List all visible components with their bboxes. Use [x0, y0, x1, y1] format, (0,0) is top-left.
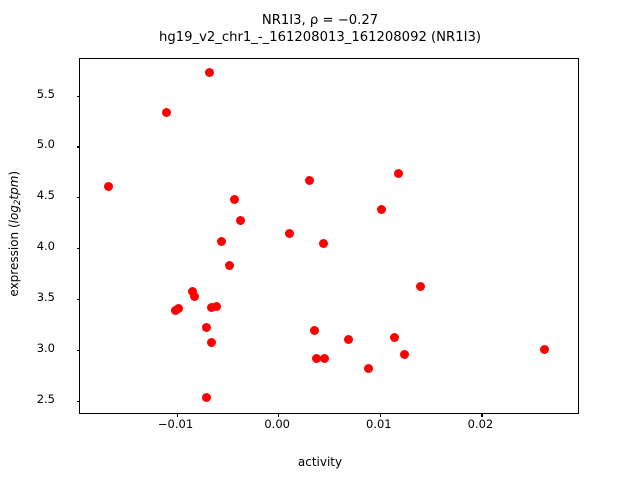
y-axis-label-suffix: )	[7, 170, 22, 176]
y-tick-label: 4.0	[36, 239, 55, 254]
y-tick-label: 2.5	[36, 391, 55, 406]
y-tick	[76, 248, 80, 250]
x-tick-label: −0.01	[157, 417, 194, 431]
y-tick	[76, 95, 80, 97]
y-tick-label: 3.5	[36, 290, 55, 305]
x-tick	[176, 413, 178, 417]
x-tick-label: 0.01	[366, 417, 392, 431]
scatter-point	[364, 363, 374, 373]
scatter-point	[312, 353, 322, 363]
x-tick	[379, 413, 381, 417]
x-tick-label: 0.02	[467, 417, 494, 431]
scatter-point	[224, 261, 234, 270]
y-axis-label-prefix: expression (	[7, 223, 22, 297]
scatter-point	[201, 323, 211, 333]
scatter-point	[415, 282, 425, 292]
scatter-point	[236, 216, 246, 226]
y-tick-label: 3.0	[36, 340, 55, 355]
scatter-point	[305, 175, 315, 185]
scatter-points-layer	[80, 59, 578, 413]
scatter-point	[320, 353, 330, 363]
scatter-point	[206, 338, 216, 348]
figure-title: NR1I3, ρ = −0.27 hg19_v2_chr1_-_16120801…	[0, 12, 640, 46]
scatter-point	[103, 181, 113, 191]
scatter-point	[393, 169, 403, 179]
title-line-primary: NR1I3, ρ = −0.27	[261, 13, 379, 28]
title-line-secondary: hg19_v2_chr1_-_161208013_161208092 (NR1I…	[158, 30, 482, 45]
y-tick	[76, 197, 80, 199]
scatter-point	[161, 108, 171, 118]
plot-area	[76, 58, 579, 417]
y-axis-label-log: log	[7, 205, 22, 224]
x-tick	[278, 413, 280, 417]
y-tick	[76, 400, 80, 402]
scatter-point	[310, 326, 320, 336]
scatter-point	[389, 333, 399, 343]
y-axis-label-container: expression (log2tpm)	[0, 0, 23, 480]
scatter-point	[190, 291, 200, 301]
scatter-point	[216, 236, 226, 246]
scatter-point	[174, 303, 184, 313]
scatter-point	[229, 194, 239, 204]
x-tick-label: 0.00	[264, 417, 290, 431]
y-tick	[76, 349, 80, 352]
scatter-point	[319, 238, 329, 248]
y-tick	[76, 146, 80, 148]
y-tick-label: 5.0	[36, 137, 55, 152]
y-tick	[76, 299, 80, 301]
y-tick-label: 4.5	[36, 188, 55, 203]
scatter-point	[377, 205, 387, 215]
scatter-point	[201, 393, 211, 403]
x-tick	[481, 413, 483, 417]
scatter-point	[206, 302, 216, 312]
scatter-point	[343, 335, 353, 345]
scatter-point	[399, 349, 409, 359]
scatter-point	[284, 229, 294, 239]
x-axis-label: activity	[297, 455, 343, 469]
scatter-point	[204, 67, 214, 77]
scatter-point	[211, 301, 221, 311]
scatter-point	[539, 345, 549, 355]
y-tick-label: 5.5	[36, 86, 55, 101]
